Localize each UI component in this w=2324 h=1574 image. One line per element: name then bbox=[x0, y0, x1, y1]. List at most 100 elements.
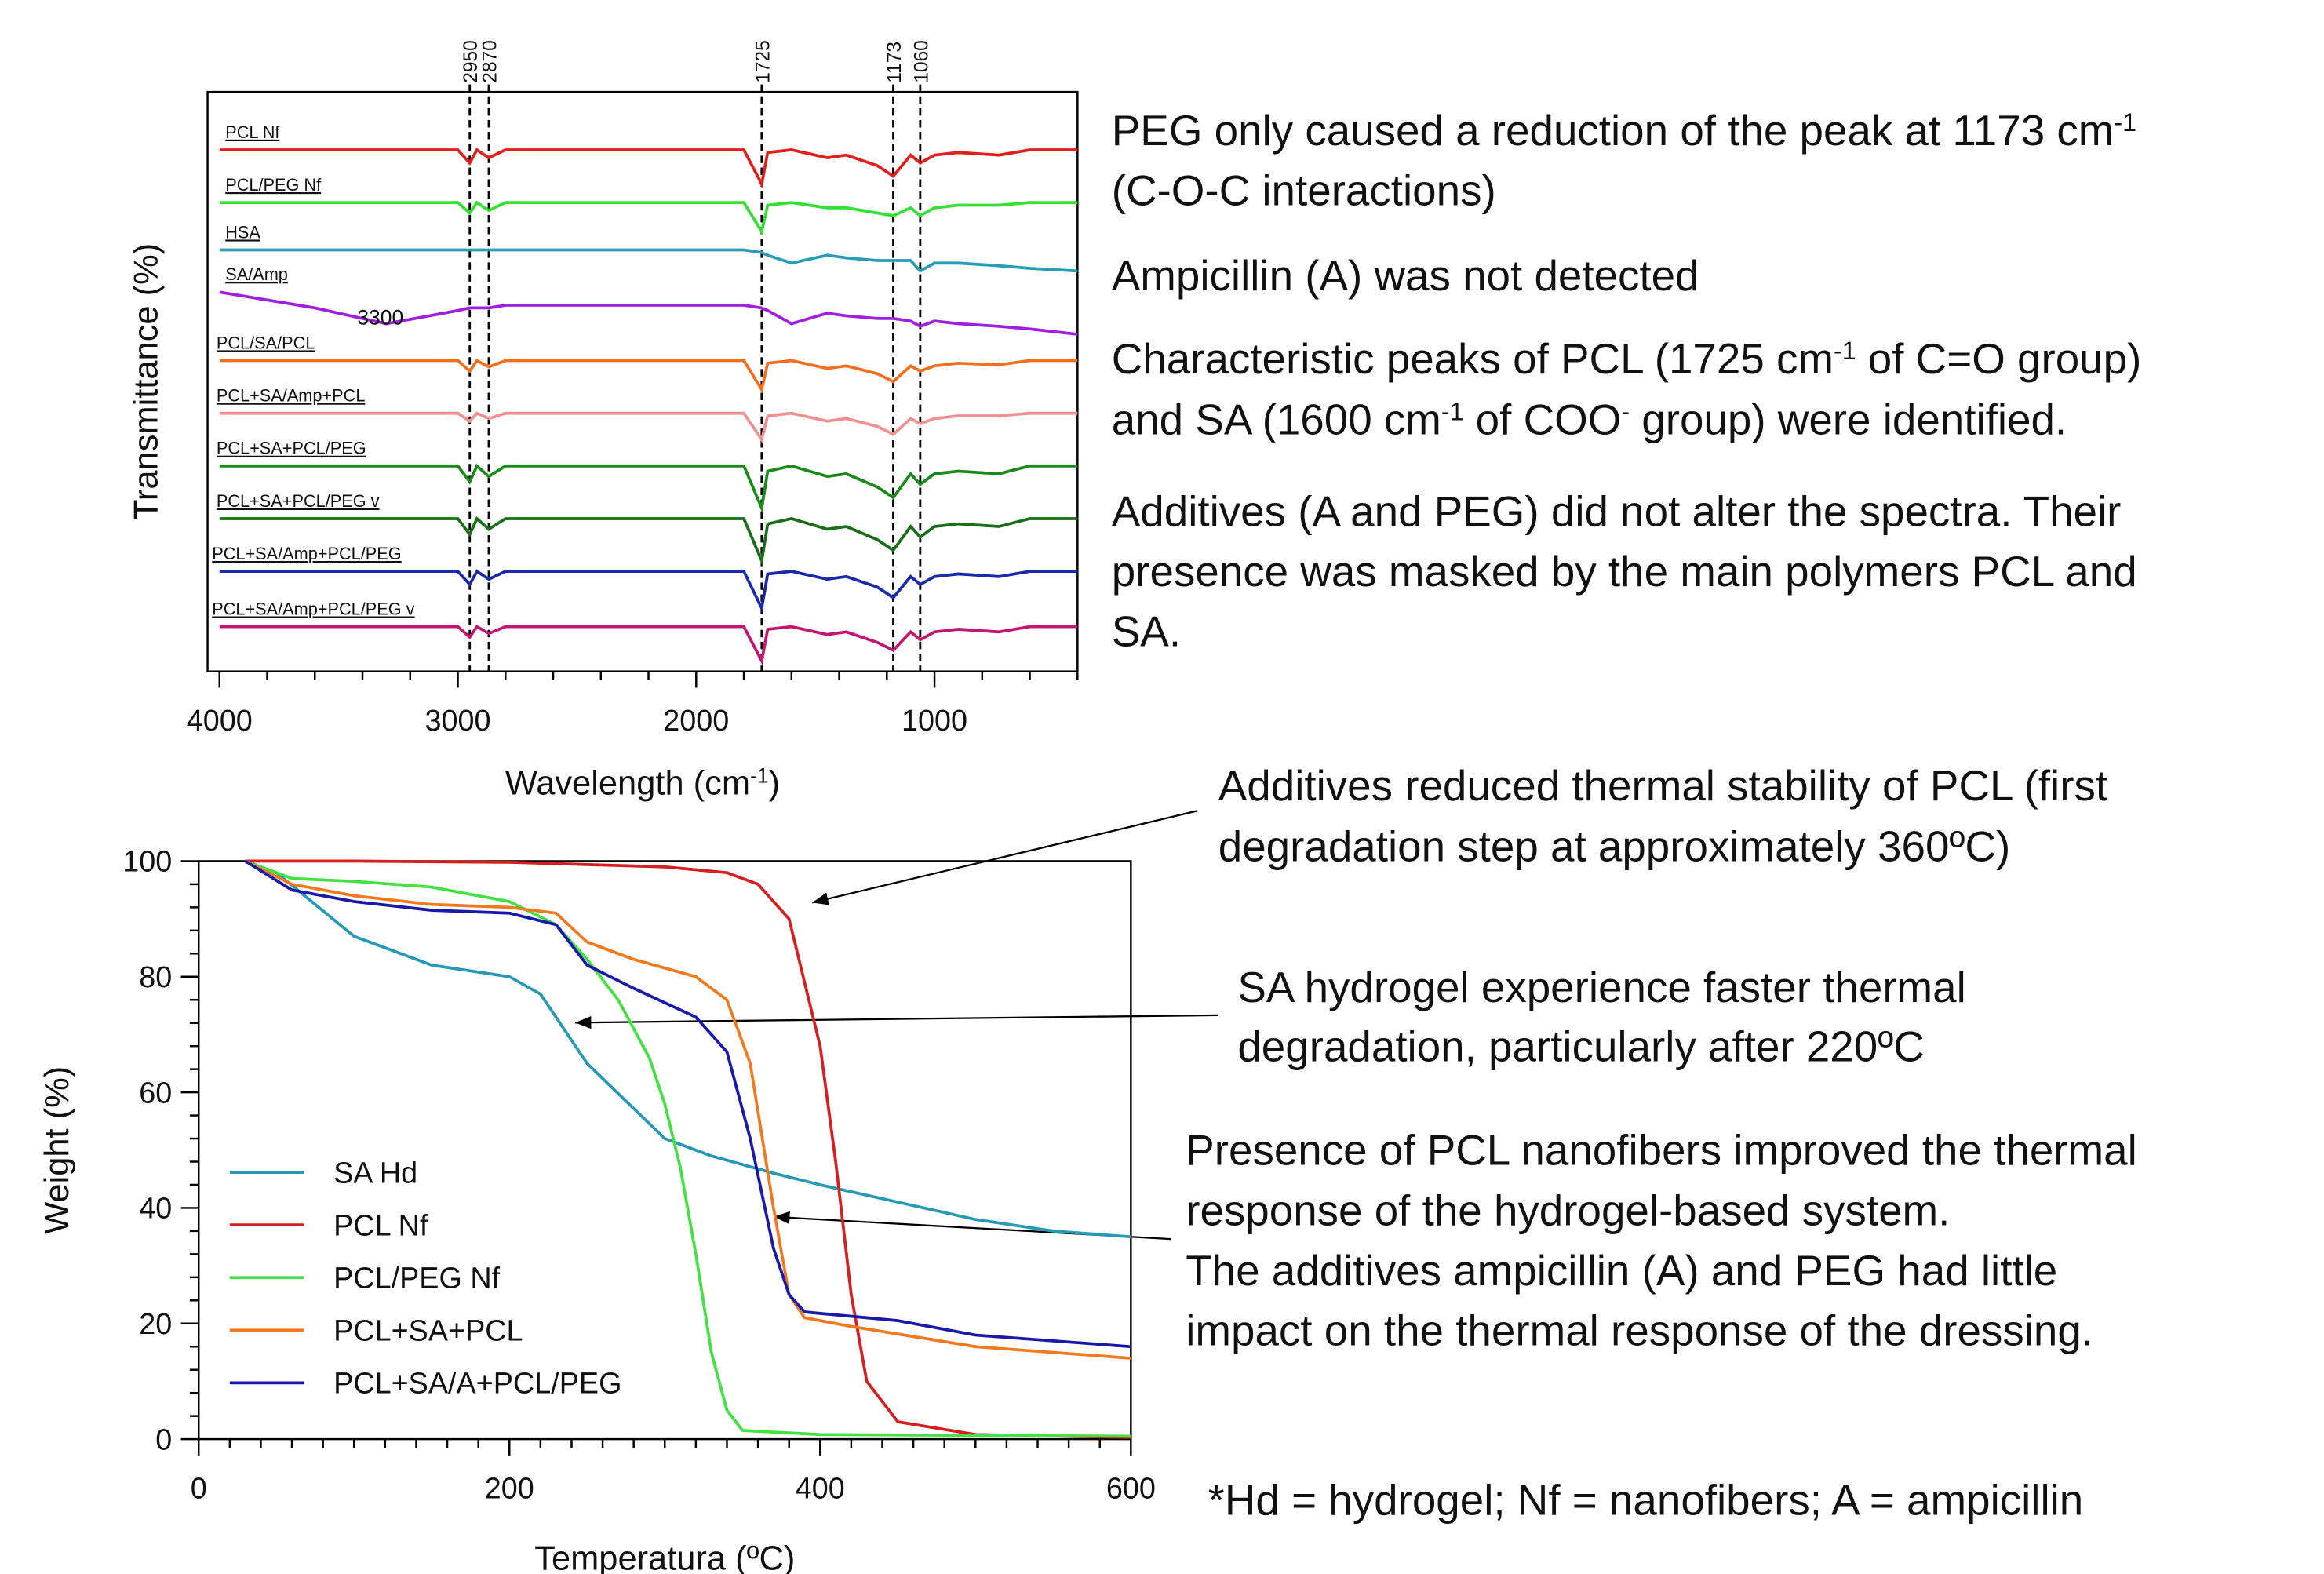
note-line: SA. bbox=[1112, 607, 1181, 656]
legend-label: PCL+SA+PCL bbox=[333, 1315, 523, 1348]
legend-label: PCL/PEG Nf bbox=[333, 1262, 500, 1295]
superscript: -1 bbox=[1441, 397, 1464, 425]
text-run: Wavelength (cm bbox=[505, 764, 750, 802]
series-line bbox=[219, 148, 1078, 189]
note-line: PEG only caused a reduction of the peak … bbox=[1112, 106, 2136, 155]
text-run: degradation step at approximately 360ºC) bbox=[1218, 822, 2010, 870]
series-label: PCL+SA/Amp+PCL/PEG v bbox=[212, 599, 414, 618]
series-line bbox=[244, 859, 1131, 1360]
note-line: degradation step at approximately 360ºC) bbox=[1218, 822, 2010, 870]
note-line: The additives ampicillin (A) and PEG had… bbox=[1186, 1246, 2057, 1295]
y-axis-label: Weight (%) bbox=[38, 1066, 76, 1234]
x-tick-label: 400 bbox=[796, 1473, 845, 1506]
text-run: Additives (A and PEG) did not alter the … bbox=[1112, 487, 2122, 536]
x-tick-label: 600 bbox=[1106, 1473, 1156, 1506]
peak-label: 1060 bbox=[911, 40, 932, 83]
note-line: Ampicillin (A) was not detected bbox=[1112, 251, 1699, 300]
y-tick-label: 40 bbox=[139, 1193, 172, 1226]
text-run: Ampicillin (A) was not detected bbox=[1112, 251, 1699, 300]
series-label: SA/Amp bbox=[225, 264, 288, 284]
series-label: PCL+SA+PCL/PEG v bbox=[217, 491, 380, 511]
arrow bbox=[574, 1014, 1218, 1029]
series-line bbox=[245, 859, 1131, 1439]
superscript: -1 bbox=[750, 763, 769, 787]
y-axis-label: Transmittance (%) bbox=[127, 243, 165, 520]
series-line bbox=[244, 859, 1131, 1239]
legend-label: PCL Nf bbox=[333, 1209, 428, 1242]
note-line: Presence of PCL nanofibers improved the … bbox=[1186, 1126, 2137, 1175]
y-tick-label: 20 bbox=[139, 1308, 172, 1341]
series-line bbox=[219, 359, 1078, 394]
note-line: presence was masked by the main polymers… bbox=[1112, 547, 2137, 596]
series-line bbox=[219, 200, 1078, 235]
peak-label: 2950 bbox=[461, 40, 482, 83]
annotation: 3300 bbox=[357, 306, 403, 330]
series-label: PCL Nf bbox=[225, 122, 280, 142]
text-run: response of the hydrogel-based system. bbox=[1186, 1186, 1950, 1234]
x-tick-label: 3000 bbox=[425, 705, 491, 738]
x-tick-label: 0 bbox=[191, 1473, 207, 1506]
note-line: (C-O-C interactions) bbox=[1112, 166, 1496, 215]
x-axis-label: Temperatura (ºC) bbox=[534, 1539, 795, 1574]
note-line: degradation, particularly after 220ºC bbox=[1237, 1022, 1924, 1070]
note-line: response of the hydrogel-based system. bbox=[1186, 1186, 1950, 1234]
peak-label: 2870 bbox=[479, 40, 501, 83]
legend-label: PCL+SA/A+PCL/PEG bbox=[333, 1368, 621, 1401]
text-run: degradation, particularly after 220ºC bbox=[1237, 1022, 1924, 1070]
series-line bbox=[219, 248, 1078, 273]
superscript: -1 bbox=[2114, 108, 2136, 137]
text-run: PEG only caused a reduction of the peak … bbox=[1112, 106, 2115, 155]
text-run: (C-O-C interactions) bbox=[1112, 166, 1496, 215]
text-run: Additives reduced thermal stability of P… bbox=[1218, 761, 2107, 810]
text-run: *Hd = hydrogel; Nf = nanofibers; A = amp… bbox=[1208, 1475, 2084, 1524]
text-run: of C=O group) bbox=[1856, 334, 2142, 383]
note-line: SA hydrogel experience faster thermal bbox=[1237, 963, 1965, 1011]
x-tick-label: 2000 bbox=[663, 705, 729, 738]
note-line: Additives (A and PEG) did not alter the … bbox=[1112, 487, 2122, 536]
y-tick-label: 100 bbox=[122, 846, 172, 879]
series-line bbox=[219, 569, 1078, 614]
series-label: HSA bbox=[225, 222, 260, 242]
text-run: impact on the thermal response of the dr… bbox=[1186, 1306, 2093, 1355]
series-label: PCL+SA/Amp+PCL/PEG bbox=[212, 544, 401, 563]
series-line bbox=[244, 859, 1131, 1438]
series-label: PCL/SA/PCL bbox=[217, 333, 315, 352]
x-axis-label: Wavelength (cm-1) bbox=[505, 763, 780, 802]
superscript: - bbox=[1621, 397, 1630, 425]
superscript: -1 bbox=[1834, 337, 1856, 365]
y-tick-label: 0 bbox=[155, 1423, 172, 1456]
series-line bbox=[219, 625, 1078, 665]
x-tick-label: 1000 bbox=[902, 705, 967, 738]
plot-frame bbox=[206, 90, 1079, 672]
text-run: of COO bbox=[1463, 395, 1621, 443]
series-line bbox=[219, 290, 1078, 336]
series-line bbox=[219, 463, 1078, 514]
text-run: SA. bbox=[1112, 607, 1181, 656]
legend-label: SA Hd bbox=[333, 1157, 417, 1190]
arrow bbox=[811, 810, 1198, 905]
text-run: SA hydrogel experience faster thermal bbox=[1237, 963, 1965, 1011]
x-tick-label: 4000 bbox=[187, 705, 253, 738]
y-tick-label: 80 bbox=[139, 961, 172, 994]
series-line bbox=[219, 516, 1078, 567]
text-run: The additives ampicillin (A) and PEG had… bbox=[1186, 1246, 2057, 1295]
text-run: presence was masked by the main polymers… bbox=[1112, 547, 2137, 596]
note-line: Characteristic peaks of PCL (1725 cm-1 o… bbox=[1112, 334, 2142, 383]
text-run: Temperatura (ºC) bbox=[534, 1539, 795, 1574]
series-line bbox=[219, 411, 1078, 443]
x-tick-label: 200 bbox=[485, 1473, 534, 1506]
peak-label: 1725 bbox=[752, 40, 774, 83]
series-line bbox=[244, 859, 1131, 1349]
note-line: and SA (1600 cm-1 of COO- group) were id… bbox=[1112, 395, 2067, 443]
series-label: PCL+SA/Amp+PCL bbox=[217, 386, 366, 406]
series-label: PCL+SA+PCL/PEG bbox=[217, 439, 366, 458]
text-run: ) bbox=[769, 764, 780, 802]
y-tick-label: 60 bbox=[139, 1077, 172, 1109]
note-line: impact on the thermal response of the dr… bbox=[1186, 1306, 2093, 1355]
peak-label: 1173 bbox=[884, 42, 905, 83]
plot-frame bbox=[197, 860, 1132, 1441]
text-run: and SA (1600 cm bbox=[1112, 395, 1441, 443]
series-label: PCL/PEG Nf bbox=[225, 175, 322, 195]
note-line: *Hd = hydrogel; Nf = nanofibers; A = amp… bbox=[1208, 1475, 2084, 1524]
